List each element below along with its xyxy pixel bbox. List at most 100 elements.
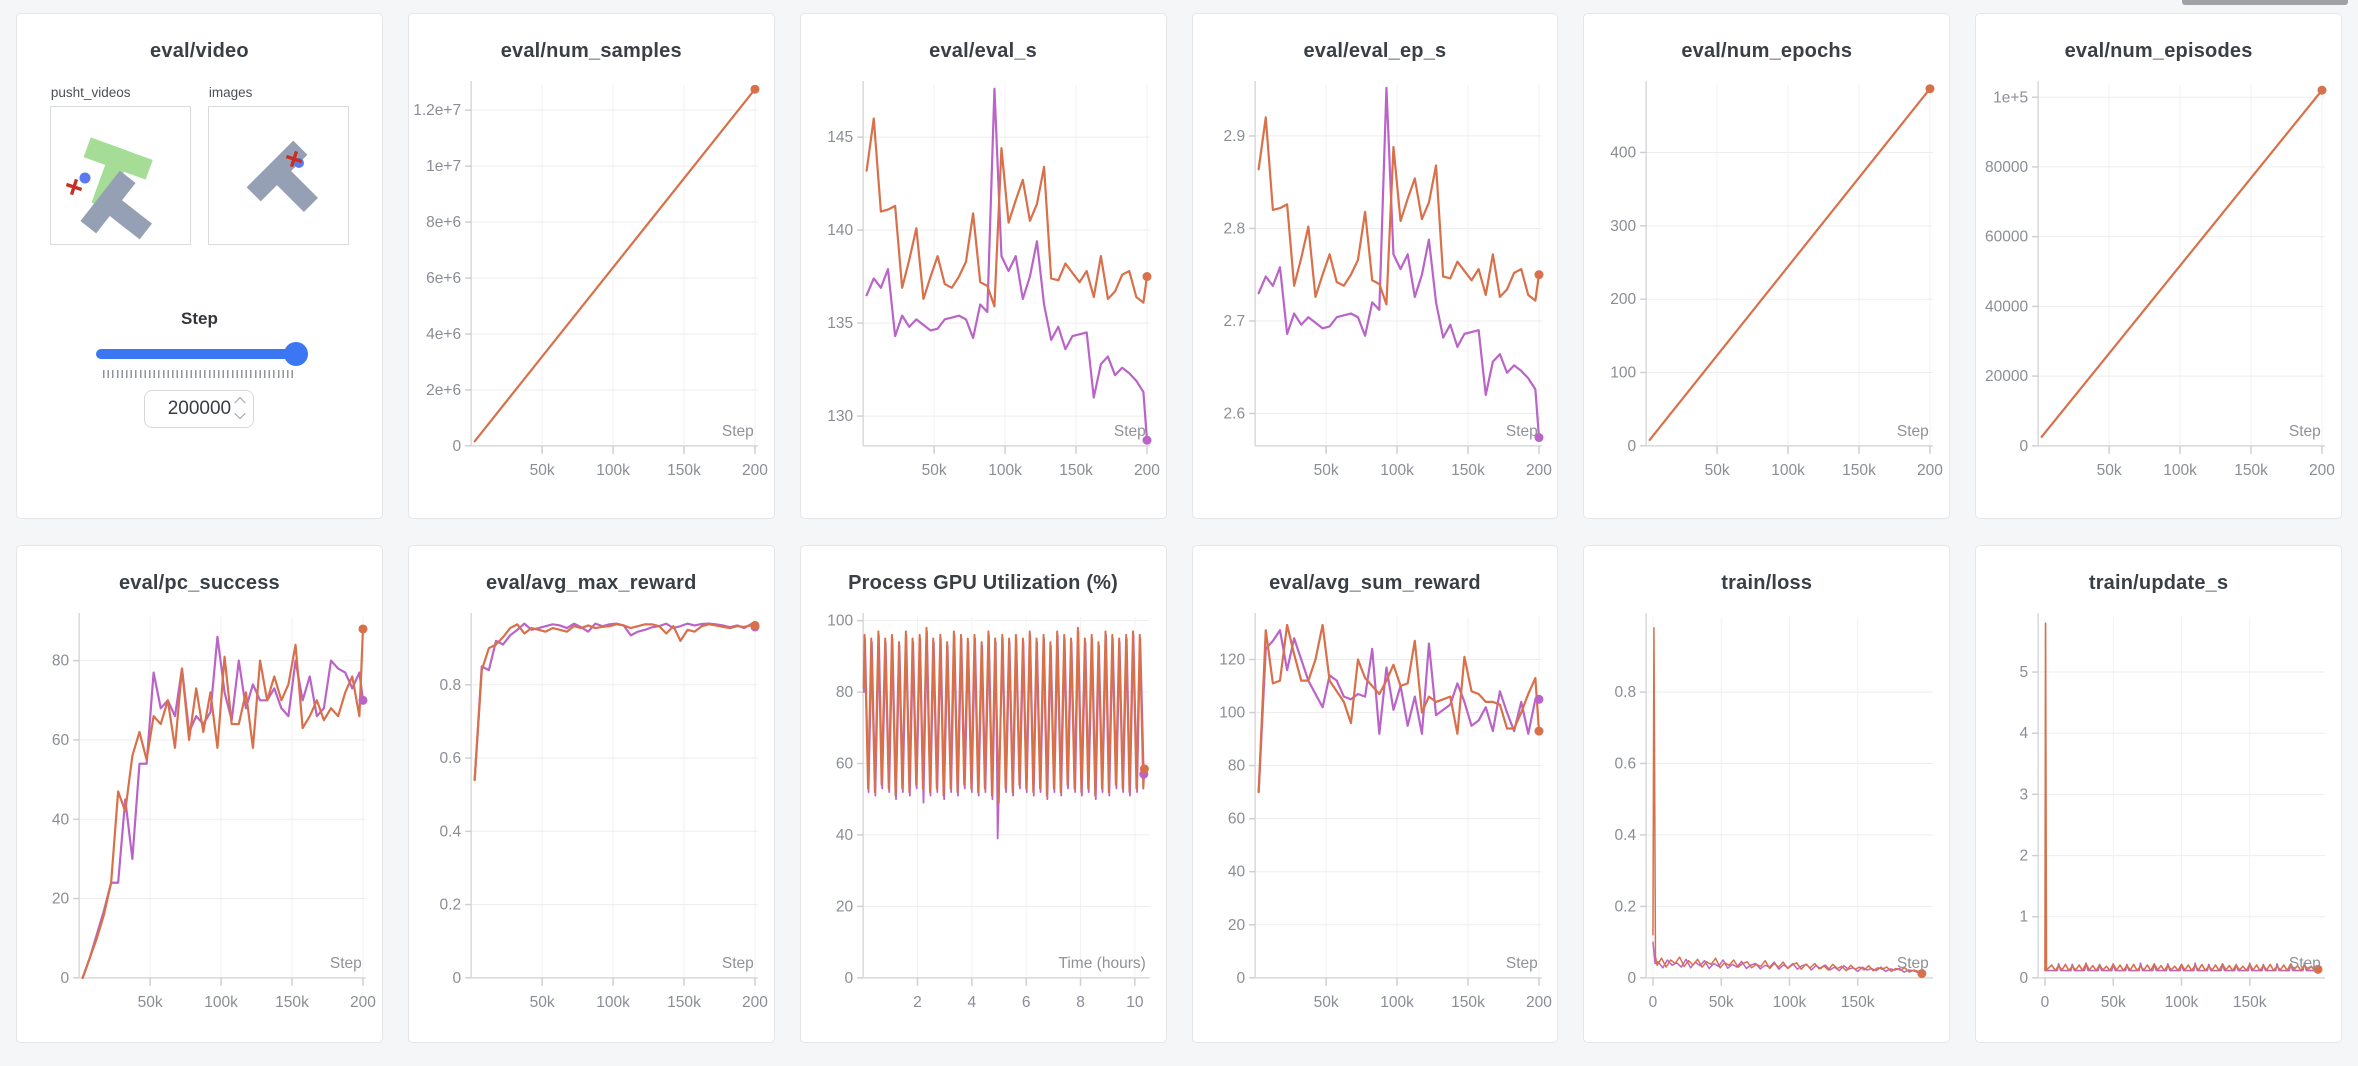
chart-canvas-eval-eval_s[interactable]: 130 135 140 145 50k 100k 150k 200 Step — [801, 75, 1166, 494]
svg-text:0: 0 — [452, 970, 461, 987]
step-spinner[interactable] — [234, 396, 247, 420]
svg-text:80: 80 — [836, 684, 854, 701]
axes: 0 100 200 300 400 50k 100k 150k 200 — [1611, 81, 1944, 479]
scrollbar-thumb[interactable] — [2182, 0, 2348, 5]
svg-text:50k: 50k — [529, 462, 554, 479]
chart-canvas-eval-eval_ep_s[interactable]: 2.6 2.7 2.8 2.9 50k 100k 150k 200 Step — [1193, 75, 1558, 494]
media-row: pusht_videos — [17, 85, 382, 245]
series-run-orange — [1652, 626, 1923, 975]
panel-title: eval/video — [150, 40, 249, 62]
spinner-down-icon[interactable] — [234, 407, 247, 420]
svg-text:40000: 40000 — [1985, 298, 2029, 315]
svg-text:100: 100 — [827, 613, 853, 630]
series-endpoint-run-purple — [1142, 435, 1152, 445]
step-slider[interactable] — [96, 342, 309, 366]
svg-text:2e+6: 2e+6 — [426, 382, 461, 399]
series-endpoint-run-orange — [1533, 270, 1543, 280]
svg-text:150k: 150k — [2233, 994, 2267, 1011]
series-run-orange — [865, 117, 1148, 308]
chart-canvas-eval-avg_max_reward[interactable]: 0 0.2 0.4 0.6 0.8 50k 100k 150k 200 Step — [409, 607, 774, 1026]
pusht-scene-image — [65, 137, 153, 240]
chart-canvas-gpu_utilization[interactable]: 0 20 40 60 80 100 2 4 6 8 10 Time (hours) — [801, 607, 1166, 1026]
svg-text:100k: 100k — [988, 462, 1022, 479]
panel-eval-avg_sum_reward: eval/avg_sum_reward 0 20 40 60 80 100 120 50k 100… — [1191, 545, 1559, 1043]
step-input-box[interactable] — [144, 390, 255, 428]
chart-canvas-eval-avg_sum_reward[interactable]: 0 20 40 60 80 100 120 50k 100k 150k 200 Step — [1193, 607, 1558, 1026]
svg-text:200: 200 — [1526, 462, 1552, 479]
chart-canvas-train-loss[interactable]: 0 0.2 0.4 0.6 0.8 0 50k 100k 150k Step — [1584, 607, 1949, 1026]
series-run-purple — [81, 635, 365, 979]
svg-text:200: 200 — [1611, 291, 1637, 308]
svg-text:150k: 150k — [275, 994, 309, 1011]
series-run-orange — [473, 623, 756, 782]
series-endpoint-run-orange — [2313, 964, 2323, 974]
svg-text:150k: 150k — [1841, 994, 1875, 1011]
svg-text:2.8: 2.8 — [1223, 220, 1245, 237]
series-run-orange — [2040, 89, 2324, 438]
media-pusht-videos[interactable]: pusht_videos — [49, 85, 191, 245]
x-axis-label: Step — [330, 955, 362, 972]
x-axis-label: Step — [1897, 423, 1929, 440]
images-thumbnail[interactable] — [207, 106, 349, 245]
svg-text:100k: 100k — [2163, 462, 2197, 479]
svg-text:200: 200 — [742, 994, 768, 1011]
axes: 0 0.2 0.4 0.6 0.8 0 50k 100k 150k — [1615, 613, 1934, 1011]
step-slider-track[interactable] — [96, 349, 303, 359]
svg-text:50k: 50k — [2097, 462, 2122, 479]
series-endpoint-run-orange — [750, 84, 760, 94]
series-run-orange — [1257, 116, 1540, 306]
svg-text:8: 8 — [1076, 994, 1085, 1011]
svg-text:100: 100 — [1219, 705, 1245, 722]
x-axis-label: Time (hours) — [1058, 955, 1145, 972]
svg-text:2.6: 2.6 — [1223, 405, 1245, 422]
chart-canvas-eval-num_samples[interactable]: 0 2e+6 4e+6 6e+6 8e+6 1e+7 1.2e+7 50k 100k 150k 20… — [409, 75, 774, 494]
svg-text:8e+6: 8e+6 — [426, 214, 461, 231]
series-endpoint-run-orange — [358, 624, 368, 634]
x-axis-label: Step — [1505, 955, 1537, 972]
gridlines — [79, 617, 366, 979]
svg-text:0.2: 0.2 — [1615, 898, 1637, 915]
svg-text:0.4: 0.4 — [1615, 827, 1637, 844]
svg-text:0: 0 — [1649, 994, 1658, 1011]
svg-text:40: 40 — [52, 811, 70, 828]
svg-text:200: 200 — [1917, 462, 1943, 479]
chart-canvas-eval-pc_success[interactable]: 0 20 40 60 80 50k 100k 150k 200 Step — [17, 607, 382, 1026]
chart-canvas-eval-num_epochs[interactable]: 0 100 200 300 400 50k 100k 150k 200 Step — [1584, 75, 1949, 494]
series-run-purple — [473, 622, 756, 782]
svg-text:150k: 150k — [1451, 994, 1485, 1011]
chart-title: eval/eval_s — [929, 40, 1037, 62]
axes: 0 20000 40000 60000 80000 1e+5 50k 100k 150k 200 — [1985, 81, 2335, 479]
series-run-orange — [81, 627, 365, 979]
svg-text:40: 40 — [836, 827, 854, 844]
gray-t-shape — [80, 170, 152, 240]
chart-title: train/update_s — [2088, 572, 2229, 594]
svg-text:50k: 50k — [2101, 994, 2126, 1011]
chart-title: eval/pc_success — [118, 572, 280, 594]
svg-text:135: 135 — [827, 315, 853, 332]
step-slider-handle[interactable] — [284, 342, 309, 366]
x-axis-label: Step — [2289, 423, 2321, 440]
axes: 0 2e+6 4e+6 6e+6 8e+6 1e+7 1.2e+7 50k 100k 150k 20… — [413, 81, 768, 479]
chart-title: eval/num_episodes — [2064, 40, 2253, 62]
spinner-up-icon[interactable] — [234, 396, 247, 409]
series-run-orange — [473, 88, 756, 443]
series-endpoint-run-purple — [358, 695, 368, 705]
series-run-orange — [862, 626, 1146, 804]
media-images[interactable]: images — [207, 85, 349, 245]
svg-text:60: 60 — [52, 732, 70, 749]
svg-text:6: 6 — [1022, 994, 1031, 1011]
panel-eval-num_samples: eval/num_samples 0 2e+6 4e+6 6e+6 8e+6 1e+7 1.2… — [407, 13, 775, 519]
chart-canvas-train-update_s[interactable]: 0 1 2 3 4 5 0 50k 100k 150k Step — [1976, 607, 2341, 1026]
svg-text:1e+5: 1e+5 — [1993, 89, 2028, 106]
gridlines — [1646, 617, 1934, 979]
svg-text:140: 140 — [827, 222, 853, 239]
agent-dot — [79, 172, 91, 184]
series-endpoint-run-orange — [1925, 84, 1935, 94]
svg-text:200: 200 — [1134, 462, 1160, 479]
chart-canvas-eval-num_episodes[interactable]: 0 20000 40000 60000 80000 1e+5 50k 100k 150k 200 S… — [1976, 75, 2341, 494]
pusht-video-thumbnail[interactable] — [49, 106, 191, 245]
step-input[interactable] — [163, 398, 236, 420]
chart-title: eval/num_epochs — [1681, 40, 1853, 62]
svg-text:0: 0 — [1628, 970, 1637, 987]
series-endpoint-run-orange — [1533, 726, 1543, 736]
